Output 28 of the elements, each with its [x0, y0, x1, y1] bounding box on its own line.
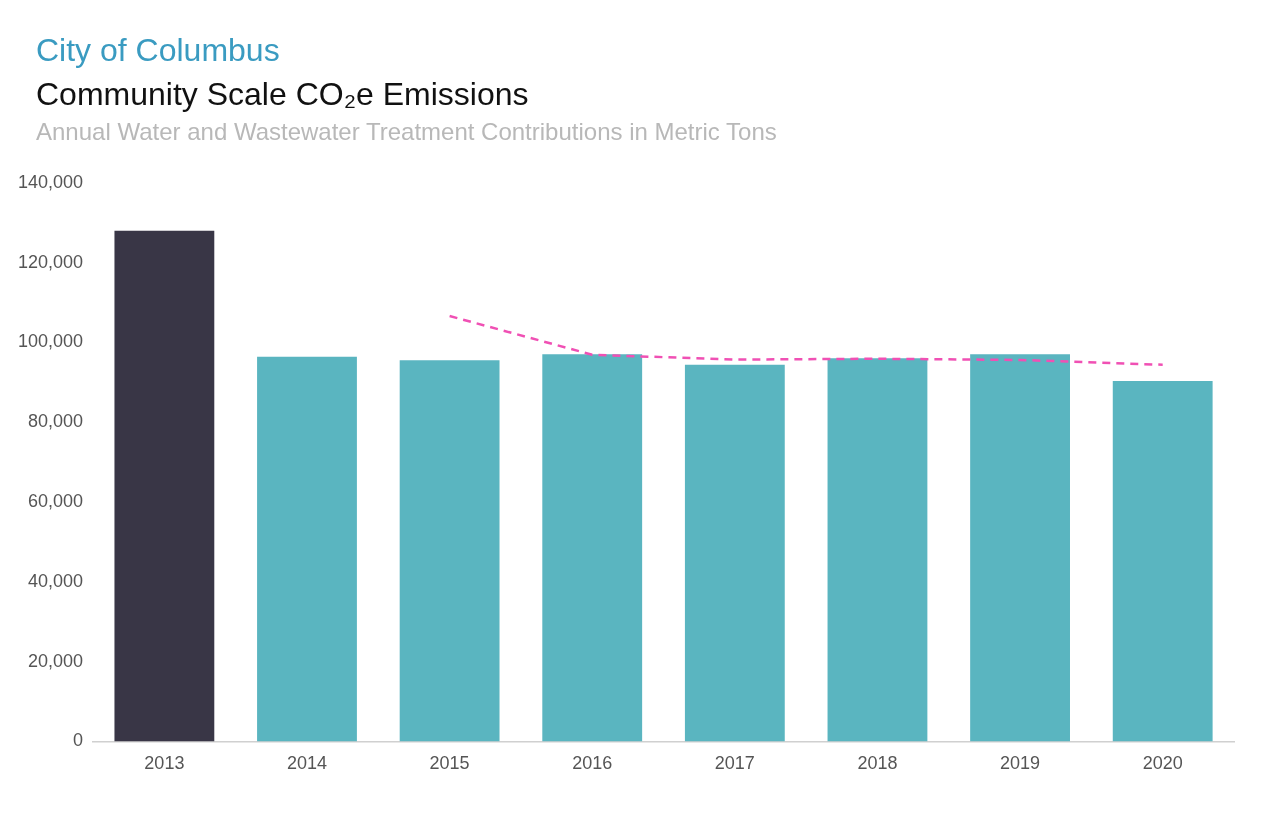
- bar: [257, 356, 357, 742]
- y-tick-label: 120,000: [17, 251, 84, 272]
- y-tick-label: 40,000: [28, 570, 84, 591]
- x-tick-label: 2016: [572, 753, 613, 774]
- x-tick-label: 2017: [714, 753, 755, 774]
- bar: [684, 364, 785, 742]
- bar: [542, 354, 643, 742]
- x-tick-label: 2018: [857, 753, 898, 774]
- bar: [970, 354, 1070, 742]
- bar: [1112, 381, 1213, 742]
- y-tick-label: 80,000: [28, 411, 84, 432]
- y-tick-label: 140,000: [17, 171, 84, 192]
- chart-subtitle: Community Scale CO₂e Emissions: [36, 75, 530, 114]
- x-tick-label: 2014: [286, 753, 328, 774]
- x-tick-label: 2015: [429, 753, 470, 774]
- y-tick-label: 100,000: [17, 331, 84, 352]
- x-tick-label: 2013: [144, 753, 185, 774]
- chart-title: City of Columbus: [36, 31, 281, 70]
- bar: [399, 360, 500, 742]
- y-tick-label: 20,000: [28, 650, 84, 671]
- line-series: [448, 314, 1164, 366]
- x-tick-label: 2019: [1000, 753, 1041, 774]
- bar: [827, 358, 928, 742]
- text: Annual Water and Wastewater Treatment Contributions in Metric Tons: [36, 117, 778, 147]
- bar: [114, 230, 215, 742]
- x-tick-label: 2020: [1142, 753, 1183, 774]
- y-tick-label: 0: [73, 730, 84, 751]
- y-tick-label: 60,000: [28, 490, 84, 511]
